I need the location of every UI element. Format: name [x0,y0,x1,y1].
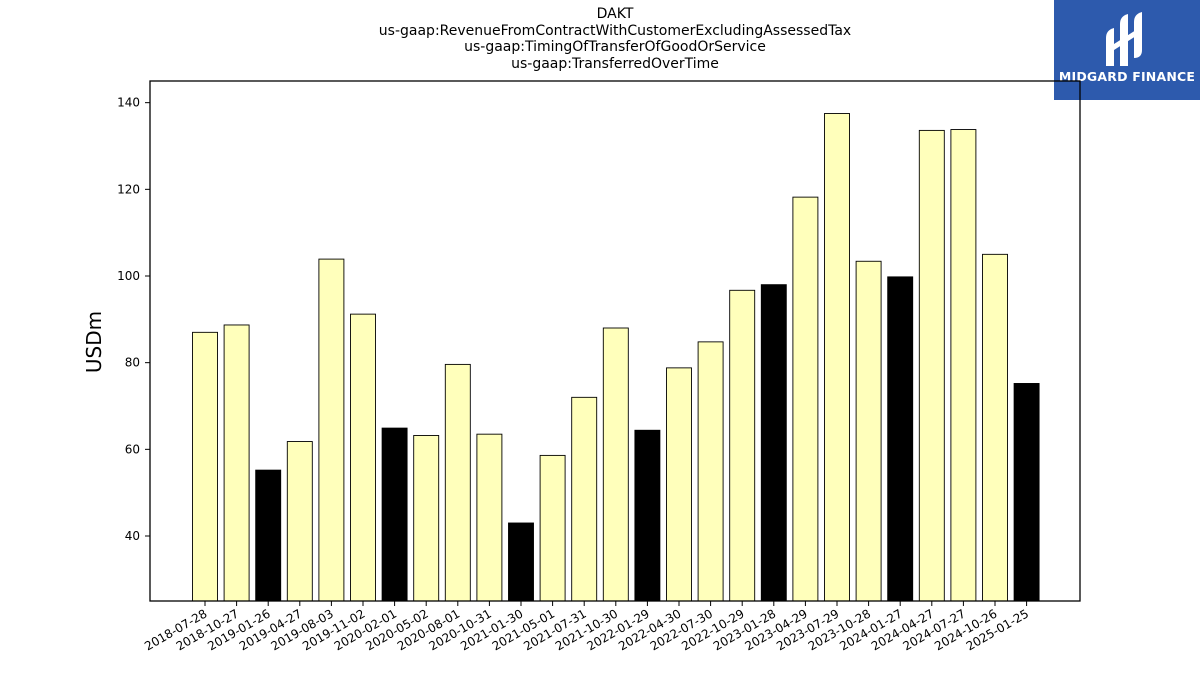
plot-frame [149,80,1081,602]
bar-2021-05-01 [539,454,566,602]
y-tick-label: 120 [117,182,140,196]
bar-2021-10-30 [602,327,629,602]
bar-2018-10-27 [223,324,250,602]
bar-2025-01-25 [1013,383,1040,602]
bar-2022-01-29 [634,429,661,602]
title-line-member: us-gaap:TransferredOverTime [511,55,719,72]
bars-group [192,113,1040,602]
bar-2024-07-27 [950,129,977,602]
bar-2019-01-26 [255,469,282,602]
bar-2019-04-27 [286,441,313,602]
y-axis-label: USDm [82,311,106,373]
bar-2020-05-02 [413,435,440,602]
bar-2023-04-29 [792,196,819,602]
bar-2020-10-31 [476,433,503,602]
y-tick-label: 100 [117,269,140,283]
y-tick-label: 40 [125,529,140,543]
bar-2023-07-29 [824,113,850,602]
bar-2024-01-27 [887,276,914,602]
y-axis: 40 60 80 100 120 140 [117,96,150,543]
bar-2019-08-03 [318,258,345,602]
logo-background [1054,70,1200,100]
bar-2021-01-30 [508,522,534,602]
bar-2022-10-29 [729,289,756,602]
y-tick-label: 60 [125,442,140,456]
bar-2022-04-30 [666,367,692,602]
bar-2018-07-28 [192,331,218,602]
midgard-finance-logo: MIDGARD FINANCE [1054,0,1200,100]
y-tick-label: 140 [117,96,140,110]
bar-2024-04-27 [918,129,945,602]
bar-2023-01-28 [760,284,787,602]
bar-2022-07-30 [697,341,724,602]
title-line-ticker: DAKT [596,6,634,22]
title-line-member-axis: us-gaap:TimingOfTransferOfGoodOrService [464,39,766,55]
y-tick-label: 80 [125,356,140,370]
bar-2019-11-02 [350,313,376,602]
midgard-logo-icon [1054,0,1200,70]
bar-2023-10-28 [855,260,882,602]
bar-2024-10-26 [982,253,1008,602]
x-axis: 2018-07-282018-10-272019-01-262019-04-27… [142,601,1031,653]
bar-2021-07-31 [571,396,598,602]
chart-title: DAKT us-gaap:RevenueFromContractWithCust… [0,6,1200,72]
bar-2020-02-01 [381,427,408,602]
title-line-concept: us-gaap:RevenueFromContractWithCustomerE… [378,22,852,39]
bar-2020-08-01 [444,363,471,602]
logo-text: MIDGARD FINANCE [1058,69,1196,84]
